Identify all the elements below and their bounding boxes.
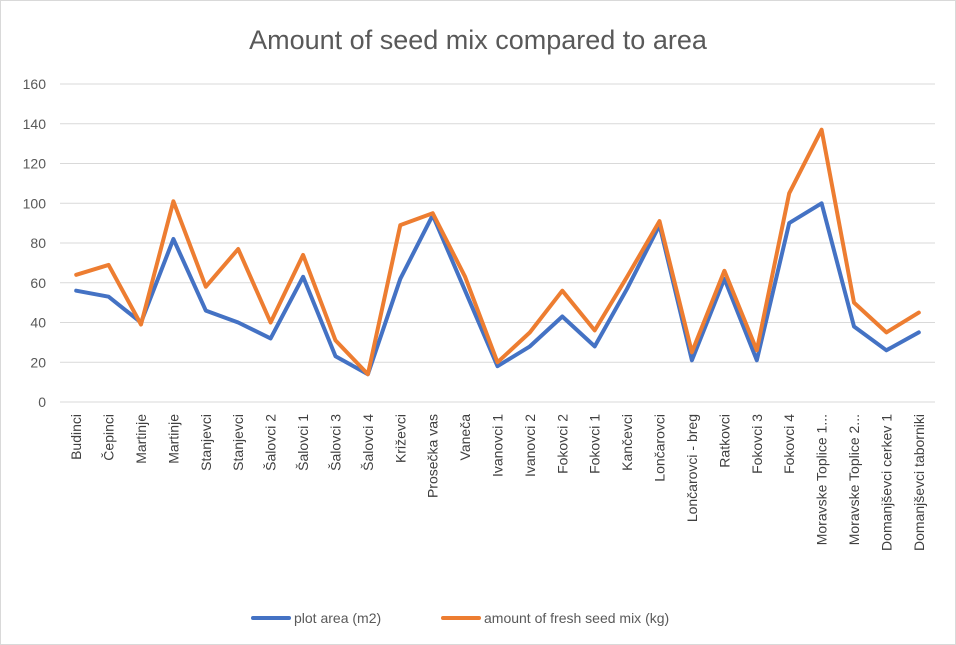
- series-line-2: [74, 127, 921, 377]
- x-category-label: Šalovci 1: [295, 414, 311, 471]
- x-category-label: Domanjševci cerkev 1: [878, 414, 894, 551]
- legend-label-2: amount of fresh seed mix (kg): [484, 610, 669, 626]
- series-lines: [74, 127, 921, 377]
- x-category-label: Ivanovci 2: [522, 414, 538, 477]
- x-category-label: Prosečka vas: [425, 414, 441, 498]
- y-tick-label: 140: [23, 116, 47, 132]
- x-category-label: Križevci: [392, 414, 408, 463]
- x-category-label: Šalovci 4: [360, 414, 376, 471]
- x-category-label: Fokovci 1: [587, 414, 603, 474]
- y-tick-label: 100: [23, 195, 47, 211]
- y-tick-label: 40: [30, 315, 46, 331]
- y-tick-label: 60: [30, 275, 46, 291]
- x-category-label: Martinje: [165, 414, 181, 464]
- y-tick-label: 20: [30, 354, 46, 370]
- x-category-label: Fokovci 3: [749, 414, 765, 474]
- x-category-label: Lončarovci: [652, 414, 668, 482]
- x-category-label: Lončarovci - breg: [684, 414, 700, 522]
- x-category-label: Stanjevci: [230, 414, 246, 471]
- x-category-label: Kančevci: [619, 414, 635, 471]
- x-category-label: Vaneča: [457, 414, 473, 461]
- x-category-label: Ivanovci 1: [490, 414, 506, 477]
- x-category-label: Domanjševci taborniki: [911, 414, 927, 551]
- x-category-label: Šalovci 3: [327, 414, 343, 471]
- x-category-label: Stanjevci: [198, 414, 214, 471]
- x-category-label: Martinje: [133, 414, 149, 464]
- y-tick-label: 80: [30, 235, 46, 251]
- x-category-label: Moravske Toplice 2...: [846, 414, 862, 545]
- y-axis-tick-labels: 0 20 40 60 80 100 120 140 160: [23, 76, 47, 410]
- legend-label-1: plot area (m2): [294, 610, 381, 626]
- legend: plot area (m2) amount of fresh seed mix (…: [251, 610, 669, 626]
- x-category-label: Budinci: [68, 414, 84, 460]
- x-category-label: Ratkovci: [716, 414, 732, 468]
- y-tick-label: 0: [38, 394, 46, 410]
- x-category-label: Moravske Toplice 1...: [814, 414, 830, 545]
- x-category-label: Fokovci 2: [554, 414, 570, 474]
- chart-title: Amount of seed mix compared to area: [249, 25, 708, 55]
- x-category-label: Šalovci 2: [263, 414, 279, 471]
- x-category-label: Fokovci 4: [781, 414, 797, 474]
- y-tick-label: 120: [23, 156, 47, 172]
- y-tick-label: 160: [23, 76, 47, 92]
- series-line-1: [74, 201, 921, 377]
- x-category-label: Čepinci: [101, 414, 117, 461]
- x-axis-category-labels: Budinci Čepinci Martinje Martinje Stanjevci S…: [68, 414, 927, 551]
